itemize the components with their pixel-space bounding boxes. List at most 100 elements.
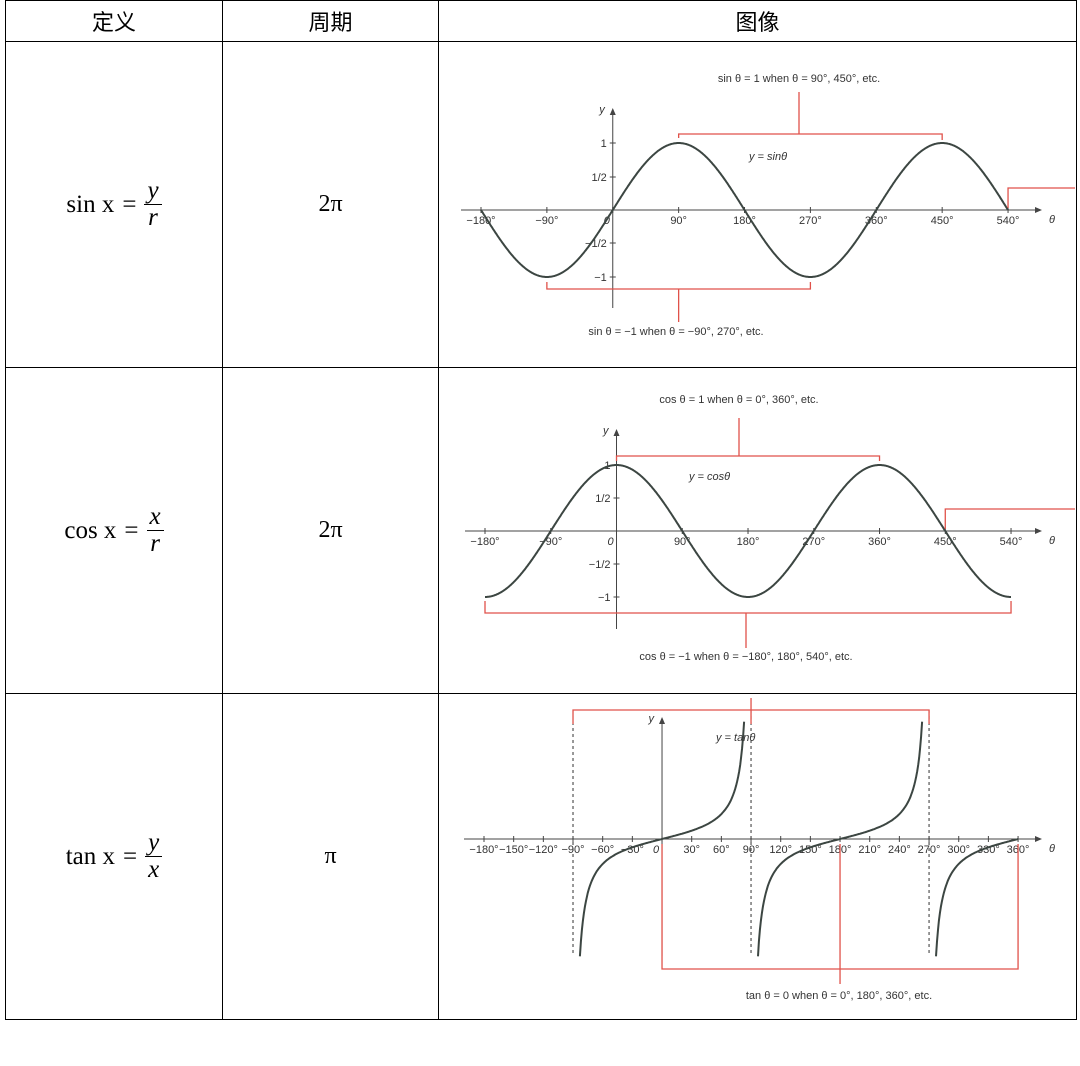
note-top: cos θ = 1 when θ = 0°, 360°, etc. xyxy=(659,394,818,406)
x-tick-label: 210° xyxy=(858,844,881,856)
graph: yθ−180° −90° 0 90° 180° 270° 360° 450° 540°11/2−… xyxy=(461,73,1075,338)
period-cell: π xyxy=(222,693,439,1020)
curve xyxy=(935,838,1019,957)
annotation-line xyxy=(677,92,943,140)
period-cell: 2π xyxy=(222,41,439,368)
curve-label: y = cosθ xyxy=(688,471,730,483)
x-tick-label: 270° xyxy=(799,215,822,227)
x-tick-label: 300° xyxy=(947,844,970,856)
header-row: 定义 周期 图像 xyxy=(5,0,1077,42)
table-row: cos x = x r 2π y θ −180° −90° 0 90° 180° 270° 360° 450… xyxy=(5,367,1077,694)
period: 2π xyxy=(318,517,343,543)
x-tick-label: 540° xyxy=(997,215,1020,227)
period: π xyxy=(324,843,337,869)
y-axis-label: y xyxy=(598,104,606,116)
curve-label: y = sinθ xyxy=(748,151,787,163)
x-tick-label: −30° xyxy=(621,844,644,856)
x-tick-label: 360° xyxy=(868,536,891,548)
denominator: r xyxy=(150,530,160,557)
x-tick-label: 240° xyxy=(888,844,911,856)
graph: yθ−180° −150° −120° −90° −60° −30° 0 30° 60° 90° 1… xyxy=(464,698,1055,1002)
note-bottom: sin θ = −1 when θ = −90°, 270°, etc. xyxy=(588,326,763,338)
x-tick-label: 60° xyxy=(713,844,730,856)
x-tick-label: 0 xyxy=(607,536,614,548)
header-cell: 定义 xyxy=(5,0,223,42)
denominator: x xyxy=(148,856,160,883)
y-tick-label: −1 xyxy=(598,592,611,604)
numerator: y xyxy=(145,829,163,857)
formula: cos x = x r xyxy=(64,503,164,558)
x-tick-label: 90° xyxy=(670,215,687,227)
curve xyxy=(485,464,1011,598)
x-arrow xyxy=(1035,836,1042,842)
y-arrow xyxy=(659,717,666,724)
x-arrow xyxy=(1035,528,1042,534)
formula-eq: = xyxy=(124,516,139,544)
y-tick-label: −1 xyxy=(594,272,607,284)
denominator: r xyxy=(148,204,158,231)
formula-lhs: cos x xyxy=(64,516,117,544)
y-arrow xyxy=(613,429,620,436)
y-tick-label: 1/2 xyxy=(591,172,606,184)
y-tick-label: 1/2 xyxy=(595,493,610,505)
x-tick-label: 120° xyxy=(769,844,792,856)
x-arrow xyxy=(1035,207,1042,213)
x-tick-label: −150° xyxy=(499,844,528,856)
formula: tan x = y x xyxy=(65,829,163,884)
period: 2π xyxy=(318,191,343,217)
annotation-line xyxy=(484,601,1012,648)
x-tick-label: −60° xyxy=(591,844,614,856)
period-cell: 2π xyxy=(222,367,439,694)
annotation-line xyxy=(572,698,930,724)
y-tick-label: 1 xyxy=(601,138,607,150)
x-tick-label: 30° xyxy=(683,844,700,856)
table-row: tan x = y x π y θ −180° −150° −120° −90° −60° −30° 0 3… xyxy=(5,693,1077,1020)
table-row: sin x = y r 2π y θ −180° −90° 0 90° 180° 270° 360° 450… xyxy=(5,41,1077,368)
curve xyxy=(480,142,1009,278)
x-tick-label: 150° xyxy=(799,844,822,856)
definition-cell: sin x = y r xyxy=(5,41,223,368)
x-axis-label: θ xyxy=(1049,843,1055,855)
header-cell: 周期 xyxy=(222,0,439,42)
curve xyxy=(578,721,746,957)
annotation-line xyxy=(944,508,1075,529)
annotation-line xyxy=(615,418,881,461)
x-tick-label: 0 xyxy=(653,844,660,856)
x-tick-label: 330° xyxy=(977,844,1000,856)
y-axis-label: y xyxy=(648,713,656,725)
y-tick-label: −1/2 xyxy=(585,238,607,250)
trig-table: 定义 周期 图像 sin x = y r 2π y θ −180° −90° 0 90° 180° 27… xyxy=(5,0,1077,1020)
annotation-line xyxy=(546,282,812,322)
formula-lhs: sin x xyxy=(66,190,115,218)
formula-eq: = xyxy=(123,842,138,870)
y-tick-label: −1/2 xyxy=(589,559,611,571)
x-tick-label: −180° xyxy=(469,844,498,856)
x-tick-label: 450° xyxy=(931,215,954,227)
graph: yθ−180° −90° 0 90° 180° 270° 360° 450° 540°11/2−… xyxy=(465,394,1075,663)
y-axis-label: y xyxy=(602,425,610,437)
header-cell: 图像 xyxy=(438,0,1077,42)
formula: sin x = y r xyxy=(66,177,162,232)
note-bottom: cos θ = −1 when θ = −180°, 180°, 540°, e… xyxy=(639,651,852,663)
graph-cell: y θ −180° −90° 0 90° 180° 270° 360° 450° 540° 1 1/2−… xyxy=(438,367,1077,694)
note-bottom: tan θ = 0 when θ = 0°, 180°, 360°, etc. xyxy=(746,990,932,1002)
x-tick-label: −120° xyxy=(529,844,558,856)
x-tick-label: 540° xyxy=(1000,536,1023,548)
x-tick-label: −180° xyxy=(466,215,495,227)
x-axis-label: θ xyxy=(1049,535,1055,547)
numerator: x xyxy=(146,503,164,531)
numerator: y xyxy=(144,177,162,205)
annotation-line xyxy=(1007,187,1075,208)
formula-eq: = xyxy=(122,190,137,218)
graph-cell: y θ −180° −150° −120° −90° −60° −30° 0 30° 60° 90° 1… xyxy=(438,693,1077,1020)
definition-cell: cos x = x r xyxy=(5,367,223,694)
definition-cell: tan x = y x xyxy=(5,693,223,1020)
y-arrow xyxy=(609,108,616,115)
annotation-line xyxy=(661,844,1019,984)
formula-lhs: tan x xyxy=(65,842,116,870)
graph-cell: y θ −180° −90° 0 90° 180° 270° 360° 450° 540° 1 1/2−… xyxy=(438,41,1077,368)
x-axis-label: θ xyxy=(1049,214,1055,226)
note-top: sin θ = 1 when θ = 90°, 450°, etc. xyxy=(718,73,880,85)
